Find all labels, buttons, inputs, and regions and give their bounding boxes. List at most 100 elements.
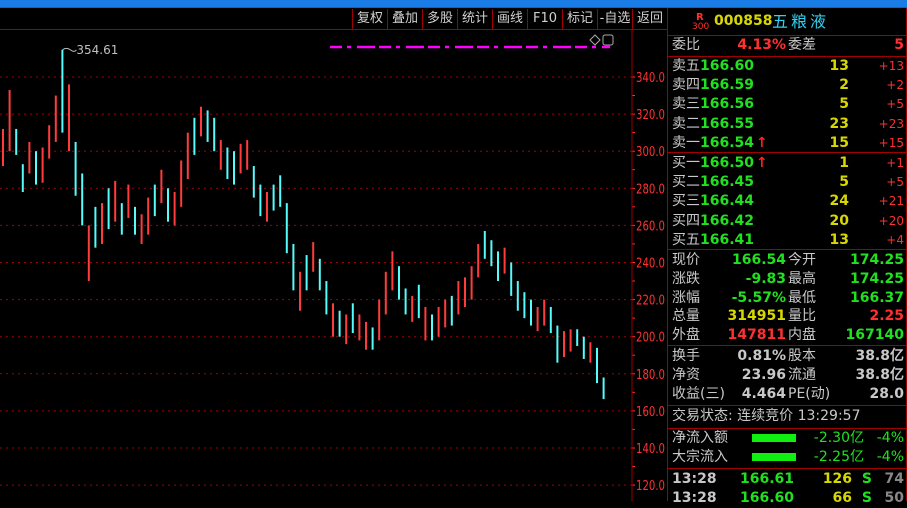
y-tick-label: 260.0 bbox=[636, 219, 665, 234]
flow-row: 净流入额 -2.30亿 -4% bbox=[672, 429, 904, 448]
stat-label: 现价 bbox=[672, 252, 700, 268]
weibi-label: 委比 bbox=[672, 37, 700, 53]
bid-row: 买二 166.45 5 +5 bbox=[672, 173, 904, 192]
level-change: +5 bbox=[886, 175, 904, 190]
fund-value: 38.8亿 bbox=[855, 367, 904, 383]
stat-row: 涨跌 -9.83 最高 174.25 bbox=[672, 270, 904, 289]
stat-label: 总量 bbox=[672, 308, 700, 325]
toolbar-button-5[interactable]: F10 bbox=[527, 9, 562, 29]
stat-row: 总量 314951 量比 2.25 bbox=[672, 307, 904, 326]
window-title-bar bbox=[0, 0, 907, 8]
level-volume: 13 bbox=[829, 231, 849, 248]
fund-value: 28.0 bbox=[869, 386, 904, 402]
trade-status-text: 交易状态: 连续竞价 13:29:57 bbox=[672, 408, 861, 424]
fund-label: 净资 bbox=[672, 367, 700, 383]
toolbar-button-2[interactable]: 多股 bbox=[422, 9, 457, 29]
tick-time: 13:28 bbox=[672, 471, 717, 487]
ask-row: 卖三 166.56 5 +5 bbox=[672, 95, 904, 114]
badge-300: 300 bbox=[692, 22, 710, 32]
level-label: 卖四 bbox=[672, 77, 700, 94]
level-volume: 5 bbox=[839, 174, 849, 191]
bid-row: 买三 166.44 24 +21 bbox=[672, 192, 904, 211]
toolbar-button-1[interactable]: 叠加 bbox=[387, 9, 422, 29]
kline-chart[interactable]: 340.0 320.0 300.0 280.0 260.0 240.0 220.0 200.0… bbox=[0, 30, 667, 501]
stat-label: 外盘 bbox=[672, 327, 700, 344]
level-change: +13 bbox=[878, 59, 904, 73]
divider bbox=[0, 29, 667, 30]
level-label: 卖五 bbox=[672, 58, 700, 74]
level-label: 卖一 bbox=[672, 134, 700, 151]
level-price: 166.59 bbox=[699, 77, 754, 94]
y-tick-label: 220.0 bbox=[636, 294, 665, 309]
chart-toolbar: 复权 叠加 多股 统计 画线 F10 标记 -自选 返回 bbox=[352, 9, 667, 30]
tick-side: S bbox=[861, 471, 872, 487]
up-arrow-icon: ↑ bbox=[756, 134, 768, 151]
level-price: 166.60 bbox=[699, 58, 754, 74]
fund-value: 38.8亿 bbox=[855, 348, 904, 364]
y-tick-label: 320.0 bbox=[636, 108, 665, 123]
stock-code: 000858 bbox=[714, 13, 773, 29]
weibi-row: 委比 4.13% 委差 5 bbox=[672, 36, 904, 55]
level-volume: 23 bbox=[829, 115, 849, 132]
toolbar-button-3[interactable]: 统计 bbox=[457, 9, 492, 29]
peak-label: 354.61 bbox=[76, 43, 118, 57]
tick-volume: 66 bbox=[832, 490, 852, 506]
fund-label: PE(动) bbox=[788, 386, 831, 402]
level-price: 166.56 bbox=[699, 96, 754, 113]
toolbar-button-4[interactable]: 画线 bbox=[492, 9, 527, 29]
level-label: 买二 bbox=[672, 174, 700, 191]
toolbar-button-0[interactable]: 复权 bbox=[352, 9, 387, 29]
fund-value: 0.81% bbox=[737, 348, 786, 364]
toolbar-button-6[interactable]: 标记 bbox=[562, 9, 597, 29]
level-change: +5 bbox=[886, 97, 904, 112]
stat-row: 外盘 147811 内盘 167140 bbox=[672, 326, 904, 345]
level-label: 买四 bbox=[672, 212, 700, 229]
quote-panel: R 300 000858 五粮液 委比 4.13% 委差 5 卖五 166.60 1… bbox=[667, 8, 907, 506]
y-tick-label: 160.0 bbox=[636, 405, 665, 420]
diamond-icon[interactable] bbox=[589, 34, 601, 46]
fund-label: 收益(三) bbox=[672, 386, 725, 402]
flow-value: -2.25亿 bbox=[813, 449, 864, 465]
level-label: 卖三 bbox=[672, 96, 700, 113]
bid-row: 买五 166.41 13 +4 bbox=[672, 231, 904, 250]
stat-row: 涨幅 -5.57% 最低 166.37 bbox=[672, 289, 904, 308]
level-volume: 5 bbox=[839, 96, 849, 113]
up-arrow-icon: ↑ bbox=[756, 155, 768, 171]
bid-row: 买一 166.50 1 +1 ↑ bbox=[672, 154, 904, 173]
flow-bar bbox=[752, 453, 796, 461]
fund-label: 换手 bbox=[672, 348, 700, 364]
stat-label: 涨幅 bbox=[672, 289, 700, 306]
weibi-value: 4.13% bbox=[737, 37, 786, 53]
tick-price: 166.60 bbox=[740, 490, 795, 506]
level-volume: 13 bbox=[829, 58, 849, 74]
panel-toggle-icon[interactable] bbox=[602, 34, 614, 46]
fund-value: 23.96 bbox=[741, 367, 786, 383]
stat-label: 最高 bbox=[788, 270, 816, 287]
weicha-label: 委差 bbox=[788, 37, 816, 53]
fundamental-row: 换手 0.81% 股本 38.8亿 bbox=[672, 347, 904, 366]
flow-pct: -4% bbox=[876, 449, 904, 465]
stat-value: 167140 bbox=[845, 327, 904, 344]
level-change: +1 bbox=[886, 156, 904, 170]
stock-header: R 300 000858 五粮液 bbox=[672, 12, 904, 34]
level-volume: 15 bbox=[829, 134, 849, 151]
level-price: 166.55 bbox=[699, 115, 754, 132]
stat-label: 最低 bbox=[788, 289, 816, 306]
level-label: 买三 bbox=[672, 193, 700, 210]
tick-count: 50 bbox=[884, 490, 904, 506]
level-price: 166.45 bbox=[699, 174, 754, 191]
level-volume: 24 bbox=[829, 193, 849, 210]
toolbar-button-7[interactable]: -自选 bbox=[597, 9, 632, 29]
flow-label: 净流入额 bbox=[672, 430, 728, 446]
level-change: +4 bbox=[886, 232, 904, 247]
fund-value: 4.464 bbox=[741, 386, 786, 402]
y-tick-label: 240.0 bbox=[636, 257, 665, 272]
level-price: 166.54 bbox=[699, 134, 754, 151]
y-tick-label: 180.0 bbox=[636, 368, 665, 383]
toolbar-button-8[interactable]: 返回 bbox=[632, 9, 667, 29]
flow-bar bbox=[752, 434, 796, 442]
tick-row: 13:28 166.61 126 S 74 bbox=[672, 470, 904, 489]
level-volume: 20 bbox=[829, 212, 849, 229]
flow-value: -2.30亿 bbox=[813, 430, 864, 446]
stock-name: 五粮液 bbox=[772, 12, 830, 31]
